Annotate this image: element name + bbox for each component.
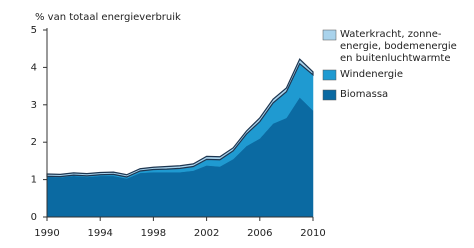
x-tick-label: 1990 (34, 228, 59, 239)
y-tick-label: 4 (31, 62, 37, 73)
y-tick-label: 3 (31, 100, 37, 111)
x-tick-label: 2010 (300, 228, 325, 239)
y-tick-label: 0 (31, 212, 37, 223)
legend-swatch (322, 69, 337, 81)
x-tick-label: 2002 (194, 228, 219, 239)
x-tick-label: 1994 (87, 228, 112, 239)
x-tick-label: 2006 (247, 228, 272, 239)
legend-swatch (322, 29, 337, 41)
legend-swatch (322, 89, 337, 101)
x-tick-label: 1998 (141, 228, 166, 239)
legend-label: Waterkracht, zonne-energie, bodemenergie… (340, 29, 457, 64)
legend-label: Windenergie (340, 69, 403, 80)
y-tick-label: 5 (31, 25, 37, 36)
area (46, 58, 314, 178)
legend-label: Biomassa (340, 89, 389, 100)
y-tick-label: 1 (31, 175, 37, 186)
y-tick-label: 2 (31, 137, 37, 148)
chart-title: % van totaal energieverbruik (35, 12, 181, 23)
